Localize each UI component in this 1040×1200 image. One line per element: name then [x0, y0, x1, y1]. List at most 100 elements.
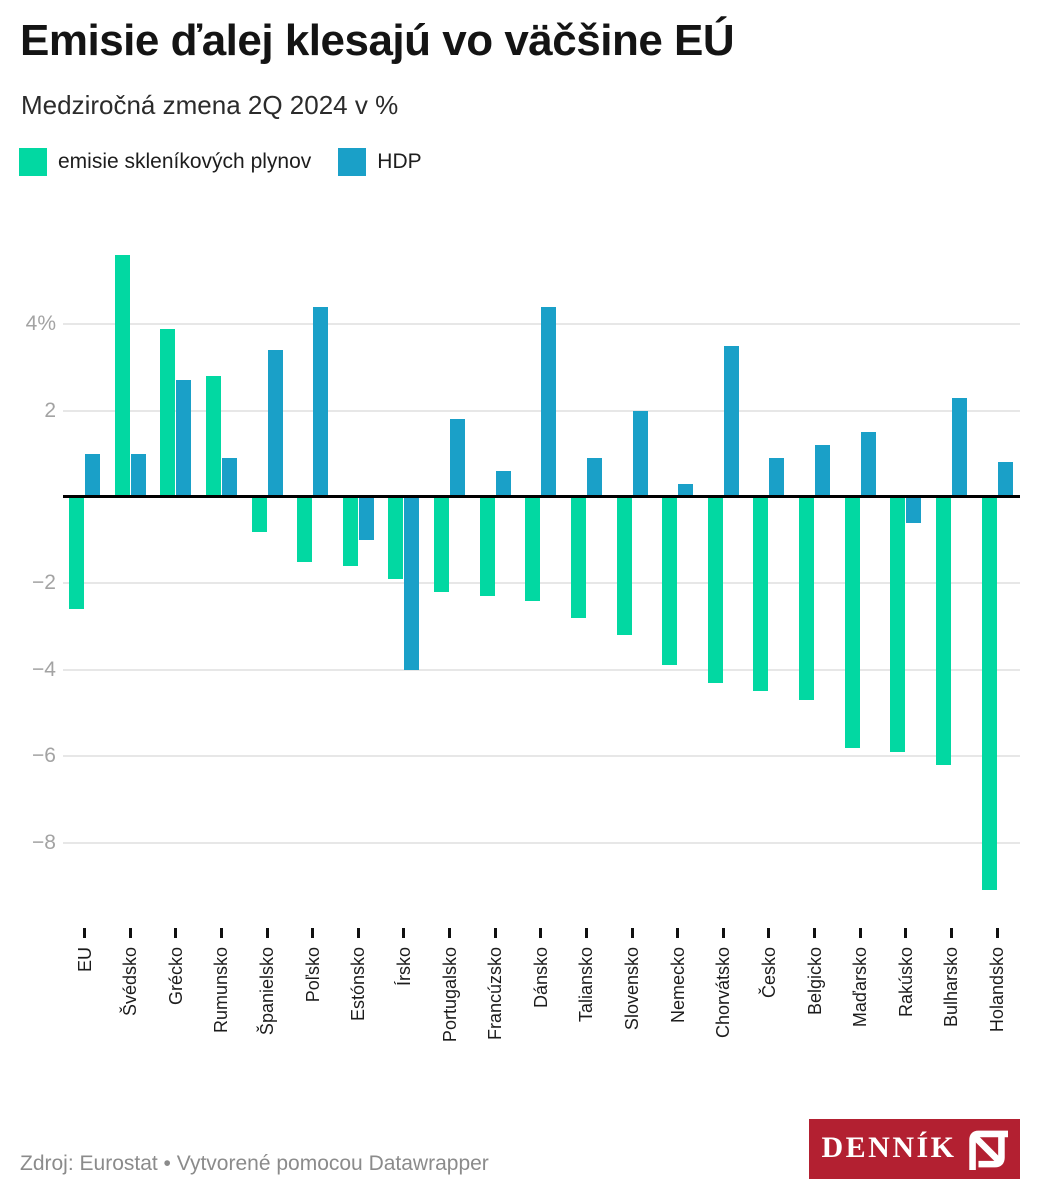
bar-gdp — [267, 350, 283, 497]
legend-item: HDP — [338, 148, 422, 176]
x-tick-mark — [813, 928, 816, 938]
x-tick-mark — [767, 928, 771, 938]
bar-emissions — [297, 497, 313, 562]
x-axis-label: Írsko — [393, 947, 414, 987]
zero-baseline — [63, 495, 1020, 498]
bar-emissions — [160, 329, 176, 497]
bar-emissions — [662, 497, 678, 665]
bar-emissions — [935, 497, 951, 765]
x-tick-mark — [174, 928, 178, 938]
legend: emisie skleníkových plynov HDP — [19, 148, 422, 176]
x-axis-label: Grécko — [165, 947, 186, 1006]
x-tick-mark — [584, 928, 588, 938]
bar-emissions — [434, 497, 449, 592]
bar-gdp — [130, 454, 146, 497]
y-axis-label: −6 — [32, 744, 56, 768]
x-tick-mark — [128, 928, 132, 938]
bar-emissions — [981, 497, 997, 890]
x-axis-label: Maďarsko — [850, 947, 871, 1028]
bar-emissions — [570, 497, 586, 618]
bar-emissions — [114, 255, 130, 497]
bar-emissions — [525, 497, 541, 601]
bar-emissions — [799, 497, 814, 700]
gridline — [63, 755, 1020, 758]
x-tick-mark — [630, 928, 634, 938]
legend-swatch-icon — [338, 148, 367, 176]
x-tick-mark — [356, 928, 360, 938]
y-axis-label: −2 — [32, 571, 56, 595]
x-tick-mark — [904, 928, 908, 938]
x-axis-label: Bulharsko — [941, 947, 962, 1028]
gridline — [63, 841, 1020, 844]
x-axis-label: EU — [74, 947, 95, 973]
bar-gdp — [997, 462, 1013, 497]
bar-gdp — [860, 432, 876, 497]
x-tick-mark — [676, 928, 680, 938]
y-axis-label: 2 — [44, 398, 56, 422]
bar-emissions — [753, 497, 769, 691]
x-axis-label: Belgicko — [804, 947, 825, 1016]
gridline — [63, 668, 1020, 671]
page-title: Emisie ďalej klesajú vo väčšine EÚ — [20, 16, 735, 65]
bar-emissions — [890, 497, 906, 752]
x-axis-label: Francúzsko — [485, 947, 506, 1041]
source-note: Zdroj: Eurostat • Vytvorené pomocou Data… — [20, 1152, 489, 1175]
bar-gdp — [358, 497, 374, 540]
bar-gdp — [586, 458, 602, 497]
bar-gdp — [450, 419, 465, 497]
bar-gdp — [769, 458, 785, 497]
x-axis-label: Rakúsko — [895, 947, 916, 1018]
bar-emissions — [205, 376, 221, 497]
x-axis-label: Slovensko — [622, 947, 642, 1031]
x-tick-mark — [493, 928, 497, 938]
x-axis-label: Estónsko — [348, 947, 369, 1022]
x-tick-mark — [219, 928, 223, 938]
bar-gdp — [951, 398, 967, 497]
bar-gdp — [404, 497, 420, 670]
legend-item: emisie skleníkových plynov — [19, 148, 311, 176]
x-tick-mark — [949, 928, 953, 938]
y-axis-label: −4 — [32, 657, 56, 681]
x-tick-mark — [448, 928, 451, 938]
bar-emissions — [844, 497, 860, 748]
x-axis-label: Rumunsko — [211, 947, 232, 1034]
bar-gdp — [815, 445, 830, 497]
legend-swatch-icon — [19, 148, 47, 176]
gridline — [63, 582, 1020, 585]
bar-gdp — [495, 471, 511, 497]
bar-gdp — [176, 380, 192, 497]
x-axis-label: Dánsko — [530, 947, 551, 1009]
x-axis-label: Švédsko — [120, 947, 141, 1017]
bar-emissions — [69, 497, 84, 609]
x-axis-label: Španielsko — [257, 947, 277, 1036]
legend-label: HDP — [377, 150, 422, 173]
bar-gdp — [632, 411, 648, 497]
x-tick-mark — [995, 928, 999, 938]
x-axis-label: Chorvátsko — [713, 947, 734, 1039]
bar-emissions — [342, 497, 358, 566]
x-tick-mark — [858, 928, 862, 938]
x-tick-mark — [83, 928, 86, 938]
bar-gdp — [678, 484, 694, 497]
x-axis-label: Nemecko — [667, 947, 688, 1024]
bar-emissions — [388, 497, 404, 579]
logo-wordmark: DENNÍK — [821, 1131, 957, 1164]
dennik-n-logo: DENNÍK — [809, 1119, 1020, 1179]
bar-gdp — [723, 346, 739, 497]
x-axis-label: Holandsko — [987, 947, 1007, 1033]
legend-label: emisie skleníkových plynov — [58, 150, 312, 173]
bar-emissions — [616, 497, 632, 635]
logo-n-mark-icon — [968, 1130, 1008, 1170]
bar-emissions — [479, 497, 495, 596]
bar-gdp — [313, 307, 329, 497]
x-axis-label: Poľsko — [302, 947, 323, 1003]
x-axis-label: Portugalsko — [439, 947, 460, 1043]
chart-subtitle: Medziročná zmena 2Q 2024 v % — [21, 90, 399, 120]
bar-gdp — [85, 454, 100, 497]
bar-gdp — [221, 458, 237, 497]
x-tick-mark — [539, 928, 543, 938]
bar-gdp — [906, 497, 922, 523]
bar-emissions — [707, 497, 723, 683]
